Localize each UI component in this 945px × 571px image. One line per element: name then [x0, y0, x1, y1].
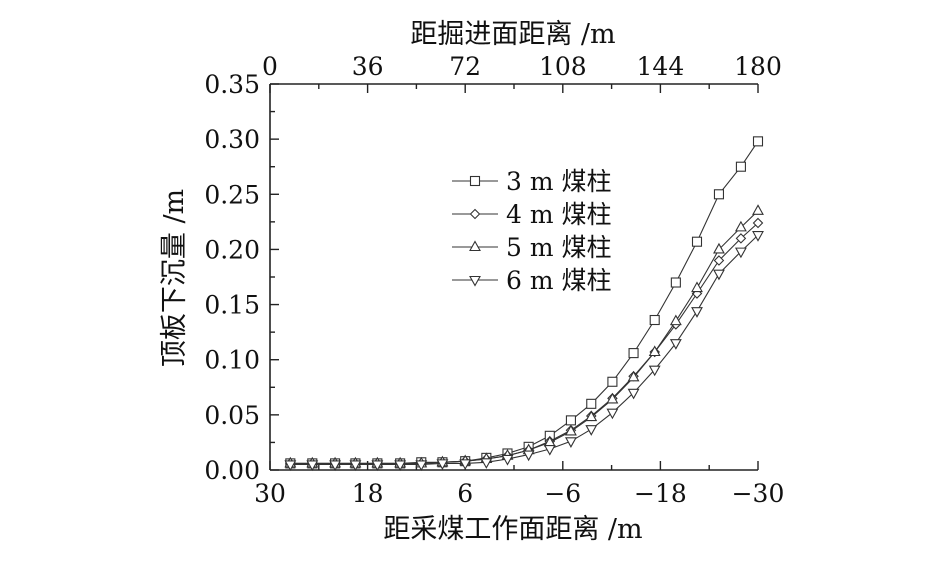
- data-point: [565, 415, 576, 426]
- data-point: [606, 408, 619, 420]
- x2-tick-label: 72: [449, 52, 481, 81]
- data-point: [329, 460, 342, 472]
- legend-marker: [469, 275, 481, 287]
- legend-item: 6 m 煤柱: [452, 266, 612, 295]
- data-point: [606, 392, 619, 404]
- data-point: [649, 314, 660, 326]
- y-tick-label: 0.10: [204, 346, 260, 375]
- y-tick-label: 0.05: [204, 401, 260, 430]
- y-axis-title: 顶板下沉量 /m: [159, 189, 190, 367]
- data-point: [607, 376, 618, 387]
- data-point: [415, 460, 428, 472]
- legend-label: 6 m 煤柱: [506, 266, 612, 295]
- y-tick-label: 0.35: [204, 70, 260, 99]
- legend-item: 3 m 煤柱: [452, 167, 612, 196]
- data-point: [627, 370, 640, 382]
- x-tick-label: −30: [732, 479, 785, 508]
- data-point: [734, 220, 747, 232]
- x-axis-title: 距采煤工作面距离 /m: [383, 514, 642, 545]
- data-point: [349, 460, 362, 472]
- data-point: [459, 459, 472, 471]
- data-point: [734, 247, 747, 259]
- data-point: [735, 161, 746, 172]
- legend-label: 3 m 煤柱: [506, 167, 612, 196]
- data-point: [284, 460, 297, 472]
- data-point: [648, 345, 661, 357]
- x-tick-label: 30: [254, 479, 286, 508]
- left-axis: 0.00 0.05 0.10 0.15 0.20 0.25 0.30 0.35: [204, 70, 279, 485]
- data-point: [564, 437, 577, 448]
- data-point: [371, 460, 384, 472]
- data-point: [752, 231, 764, 242]
- data-point: [691, 281, 703, 293]
- x2-tick-label: 0: [262, 52, 278, 81]
- data-point: [543, 444, 556, 456]
- data-point: [691, 236, 703, 247]
- x-tick-label: 6: [457, 479, 473, 508]
- data-point: [752, 217, 764, 229]
- x-tick-label: −6: [544, 479, 581, 508]
- data-point: [669, 314, 682, 326]
- data-point: [585, 425, 598, 436]
- legend-marker: [469, 175, 481, 187]
- x2-tick-label: 144: [637, 52, 685, 81]
- data-point: [586, 398, 597, 409]
- legend-item: 5 m 煤柱: [452, 233, 612, 262]
- data-point: [752, 204, 764, 215]
- y-tick-label: 0.20: [204, 235, 260, 264]
- x2-axis-title: 距掘进面距离 /m: [410, 19, 615, 50]
- x-tick-label: 18: [352, 479, 384, 508]
- data-point: [735, 233, 747, 244]
- data-point: [501, 454, 514, 466]
- data-point: [713, 255, 725, 266]
- data-point: [670, 277, 681, 288]
- data-point: [752, 136, 764, 147]
- data-point: [648, 365, 661, 377]
- legend-marker: [469, 208, 481, 220]
- data-point: [628, 348, 639, 359]
- y-tick-label: 0.25: [204, 180, 260, 209]
- data-point: [713, 242, 725, 254]
- y-tick-label: 0.15: [204, 291, 260, 320]
- legend-item: 4 m 煤柱: [452, 200, 612, 229]
- top-axis: 0 36 72 108 144 180: [262, 52, 782, 93]
- data-point: [669, 339, 682, 350]
- x2-tick-label: 180: [734, 52, 782, 81]
- data-point: [306, 460, 319, 472]
- legend-marker: [469, 240, 481, 252]
- x2-tick-label: 108: [539, 52, 587, 81]
- data-point: [713, 269, 725, 281]
- data-point: [564, 424, 577, 436]
- x2-tick-label: 36: [352, 52, 384, 81]
- data-point: [394, 460, 407, 472]
- data-point: [585, 410, 598, 422]
- y-tick-label: 0.30: [204, 125, 260, 154]
- data-point: [480, 458, 493, 469]
- data-point: [713, 189, 725, 200]
- data-point: [436, 459, 449, 471]
- series-4: [284, 231, 764, 472]
- data-point: [627, 388, 640, 400]
- bottom-axis: 30 18 6 −6 −18 −30: [254, 461, 784, 508]
- legend: 3 m 煤柱 4 m 煤柱 5 m 煤柱 6 m 煤柱: [452, 167, 612, 295]
- data-point: [522, 450, 535, 462]
- y-tick-label: 0.00: [204, 456, 260, 485]
- x-tick-label: −18: [634, 479, 687, 508]
- series-layer: [284, 136, 764, 472]
- legend-label: 5 m 煤柱: [506, 233, 612, 262]
- data-point: [691, 307, 703, 318]
- legend-label: 4 m 煤柱: [506, 200, 612, 229]
